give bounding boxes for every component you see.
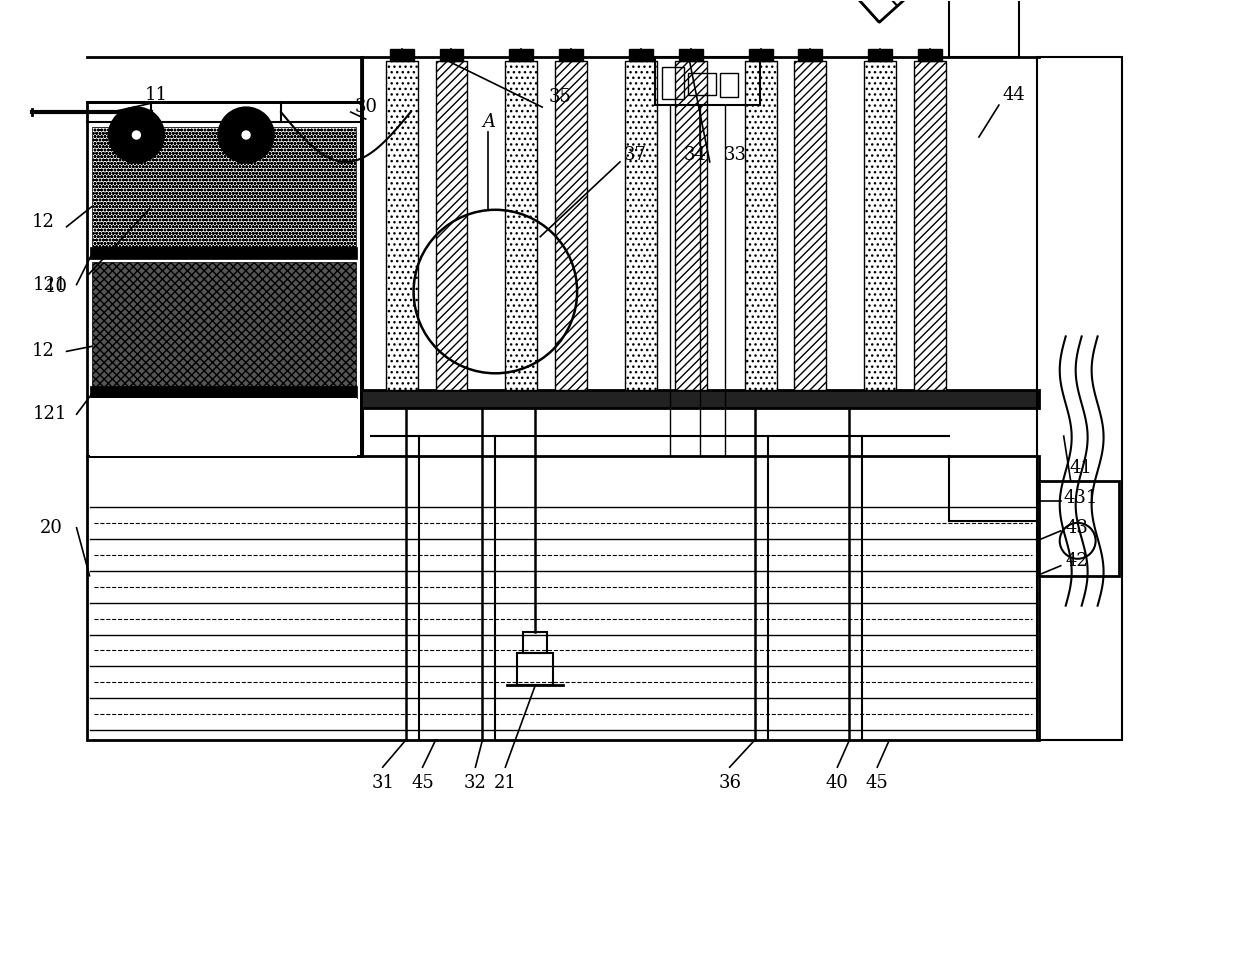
Bar xyxy=(361,390,1039,408)
Ellipse shape xyxy=(131,110,141,128)
Bar xyxy=(918,50,942,61)
Bar xyxy=(87,456,1039,740)
Bar xyxy=(517,654,553,685)
Text: 21: 21 xyxy=(494,774,517,793)
Bar xyxy=(655,57,760,105)
Ellipse shape xyxy=(144,130,161,140)
Bar xyxy=(1037,481,1118,576)
Bar xyxy=(662,67,683,99)
Ellipse shape xyxy=(241,110,250,128)
Ellipse shape xyxy=(221,130,239,140)
Text: 11: 11 xyxy=(145,86,167,104)
Circle shape xyxy=(242,131,250,139)
Bar xyxy=(688,74,715,95)
Bar xyxy=(745,61,776,390)
Text: 35: 35 xyxy=(549,88,572,106)
Ellipse shape xyxy=(140,139,155,154)
Circle shape xyxy=(108,107,165,163)
Ellipse shape xyxy=(118,139,133,154)
Bar xyxy=(523,632,547,654)
Text: 30: 30 xyxy=(355,98,377,116)
Text: 45: 45 xyxy=(412,774,434,793)
Bar xyxy=(749,50,773,61)
Ellipse shape xyxy=(112,130,129,140)
Bar xyxy=(556,61,587,390)
Bar xyxy=(439,50,464,61)
Text: 10: 10 xyxy=(45,277,68,295)
Text: A: A xyxy=(482,113,495,131)
Bar xyxy=(559,50,583,61)
Text: 33: 33 xyxy=(723,146,746,163)
Text: 121: 121 xyxy=(32,405,67,424)
Bar xyxy=(675,61,707,390)
Bar xyxy=(625,61,657,390)
Bar xyxy=(435,61,467,390)
Text: 40: 40 xyxy=(826,774,849,793)
Bar xyxy=(89,399,357,456)
Text: 41: 41 xyxy=(1069,459,1092,477)
Text: 44: 44 xyxy=(1002,86,1025,104)
Ellipse shape xyxy=(118,117,133,131)
Ellipse shape xyxy=(140,117,155,131)
Ellipse shape xyxy=(131,142,141,160)
Bar xyxy=(89,247,357,259)
Text: 34: 34 xyxy=(683,146,707,163)
Text: 32: 32 xyxy=(464,774,487,793)
Text: 42: 42 xyxy=(1065,552,1087,570)
Ellipse shape xyxy=(241,142,250,160)
Bar xyxy=(678,50,703,61)
Text: 12: 12 xyxy=(32,213,55,230)
Ellipse shape xyxy=(253,130,272,140)
Text: 37: 37 xyxy=(624,146,646,163)
Circle shape xyxy=(218,107,274,163)
Text: 43: 43 xyxy=(1065,519,1089,537)
Bar xyxy=(864,61,897,390)
Ellipse shape xyxy=(228,117,242,131)
Text: 36: 36 xyxy=(718,774,742,793)
Ellipse shape xyxy=(228,139,242,154)
Text: 31: 31 xyxy=(371,774,394,793)
Bar xyxy=(914,61,946,390)
Bar xyxy=(506,61,537,390)
Text: 121: 121 xyxy=(32,275,67,293)
Bar xyxy=(386,61,418,390)
Bar xyxy=(868,50,893,61)
Text: 45: 45 xyxy=(866,774,889,793)
Ellipse shape xyxy=(250,139,264,154)
Bar xyxy=(510,50,533,61)
Bar xyxy=(92,127,356,247)
Text: 12: 12 xyxy=(32,342,55,360)
Bar xyxy=(795,61,826,390)
Bar xyxy=(89,386,357,399)
Bar xyxy=(1037,57,1121,740)
Bar xyxy=(799,50,822,61)
Circle shape xyxy=(133,131,140,139)
Bar xyxy=(87,102,361,456)
Bar xyxy=(92,262,356,386)
Text: 20: 20 xyxy=(40,519,63,537)
Text: 431: 431 xyxy=(1064,489,1097,507)
Bar xyxy=(389,50,414,61)
Bar xyxy=(719,74,738,98)
Ellipse shape xyxy=(250,117,264,131)
Bar xyxy=(629,50,653,61)
